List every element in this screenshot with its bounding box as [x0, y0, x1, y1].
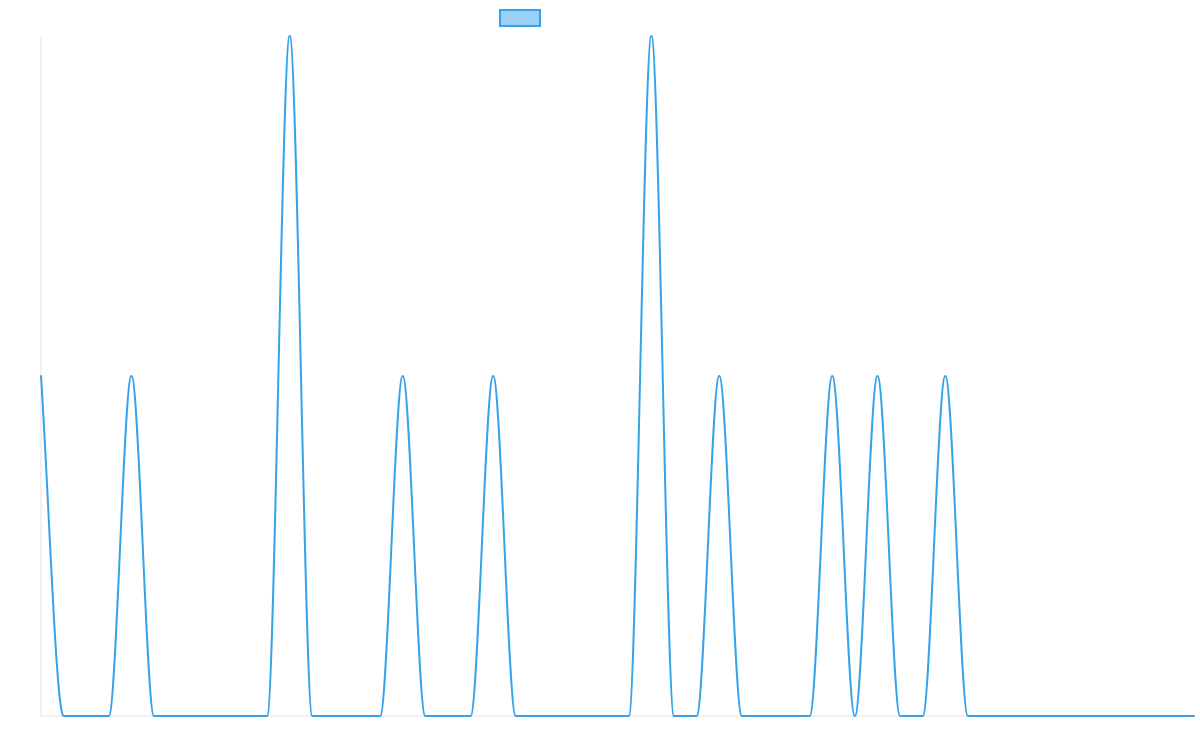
data-point[interactable]	[988, 713, 994, 719]
data-point[interactable]	[1078, 713, 1084, 719]
data-point[interactable]	[761, 713, 767, 719]
data-point[interactable]	[942, 373, 948, 379]
data-point[interactable]	[355, 713, 361, 719]
data-point[interactable]	[1055, 713, 1061, 719]
data-point[interactable]	[1033, 713, 1039, 719]
data-point[interactable]	[241, 713, 247, 719]
data-point[interactable]	[920, 713, 926, 719]
data-point[interactable]	[490, 373, 496, 379]
data-point[interactable]	[807, 713, 813, 719]
data-point[interactable]	[219, 713, 225, 719]
data-point[interactable]	[739, 713, 745, 719]
data-point[interactable]	[535, 713, 541, 719]
data-point[interactable]	[965, 713, 971, 719]
data-point[interactable]	[264, 713, 270, 719]
data-point[interactable]	[1123, 713, 1129, 719]
data-point[interactable]	[128, 373, 134, 379]
data-point[interactable]	[287, 33, 293, 39]
data-point[interactable]	[1146, 713, 1152, 719]
data-point[interactable]	[852, 713, 858, 719]
data-point[interactable]	[422, 713, 428, 719]
data-point[interactable]	[400, 373, 406, 379]
data-point[interactable]	[151, 713, 157, 719]
data-point[interactable]	[694, 713, 700, 719]
data-point[interactable]	[309, 713, 315, 719]
data-point[interactable]	[106, 713, 112, 719]
data-point[interactable]	[196, 713, 202, 719]
data-point[interactable]	[716, 373, 722, 379]
data-point[interactable]	[1191, 713, 1197, 719]
data-point[interactable]	[468, 713, 474, 719]
data-point[interactable]	[897, 713, 903, 719]
data-point[interactable]	[829, 373, 835, 379]
data-point[interactable]	[581, 713, 587, 719]
data-point[interactable]	[648, 33, 654, 39]
data-point[interactable]	[377, 713, 383, 719]
data-point[interactable]	[1101, 713, 1107, 719]
series-line	[40, 35, 1195, 717]
data-point[interactable]	[513, 713, 519, 719]
data-points	[38, 33, 1197, 719]
legend[interactable]	[499, 9, 541, 27]
data-point[interactable]	[671, 713, 677, 719]
legend-swatch[interactable]	[499, 9, 541, 27]
data-point[interactable]	[174, 713, 180, 719]
data-point[interactable]	[332, 713, 338, 719]
data-point[interactable]	[1168, 713, 1174, 719]
data-point[interactable]	[626, 713, 632, 719]
data-point[interactable]	[558, 713, 564, 719]
data-point[interactable]	[603, 713, 609, 719]
data-point[interactable]	[38, 373, 44, 379]
data-point[interactable]	[1010, 713, 1016, 719]
data-point[interactable]	[445, 713, 451, 719]
data-point[interactable]	[83, 713, 89, 719]
data-point[interactable]	[61, 713, 67, 719]
data-point[interactable]	[784, 713, 790, 719]
data-point[interactable]	[874, 373, 880, 379]
